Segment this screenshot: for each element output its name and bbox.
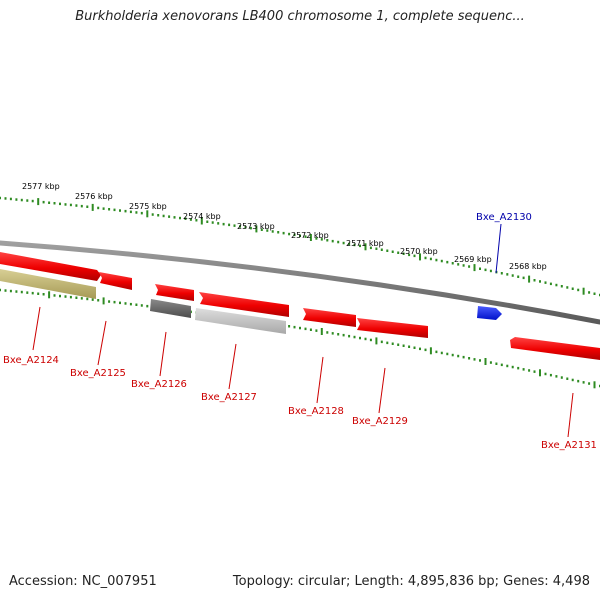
gene-labels: Bxe_A2124 Bxe_A2125 Bxe_A2126 Bxe_A2127 … [3, 212, 597, 451]
ruler-tick-label: 2575 kbp [129, 202, 167, 211]
gene-feature-Bxe_A2128[interactable] [303, 308, 356, 327]
accession-text: Accession: NC_007951 [9, 574, 157, 589]
gene-feature-olive[interactable] [0, 269, 96, 299]
gene-feature-light[interactable] [195, 308, 286, 334]
gene-label[interactable]: Bxe_A2131 [541, 440, 597, 451]
gene-label[interactable]: Bxe_A2125 [70, 368, 126, 379]
ruler-tick-label: 2573 kbp [237, 222, 275, 231]
map-title: Burkholderia xenovorans LB400 chromosome… [75, 9, 525, 24]
ruler-labels: 2577 kbp 2576 kbp 2575 kbp 2574 kbp 2573 kbp… [22, 182, 547, 271]
gene-feature-Bxe_A2130[interactable] [477, 306, 502, 320]
sequence-summary: Topology: circular; Length: 4,895,836 bp… [232, 574, 590, 589]
gene-feature-Bxe_A2131[interactable] [510, 337, 600, 360]
ruler-tick-label: 2569 kbp [454, 255, 492, 264]
gene-label[interactable]: Bxe_A2130 [476, 212, 532, 223]
gene-label[interactable]: Bxe_A2127 [201, 392, 257, 403]
gene-feature-Bxe_A2127[interactable] [199, 292, 289, 317]
chromosome-backbone [0, 240, 600, 325]
gene-feature-dark[interactable] [150, 299, 191, 318]
gene-feature-Bxe_A2125[interactable] [99, 272, 132, 290]
gene-feature-Bxe_A2126[interactable] [155, 284, 194, 301]
gene-feature-Bxe_A2124[interactable] [0, 252, 101, 281]
ruler-tick-label: 2574 kbp [183, 212, 221, 221]
ruler-tick-label: 2577 kbp [22, 182, 60, 191]
ruler-tick-label: 2571 kbp [346, 239, 384, 248]
gene-label[interactable]: Bxe_A2126 [131, 379, 187, 390]
ruler-tick-label: 2572 kbp [291, 231, 329, 240]
gene-label[interactable]: Bxe_A2129 [352, 416, 408, 427]
gene-label[interactable]: Bxe_A2124 [3, 355, 59, 366]
gene-label[interactable]: Bxe_A2128 [288, 406, 344, 417]
ruler-tick-label: 2576 kbp [75, 192, 113, 201]
ruler-tick-label: 2570 kbp [400, 247, 438, 256]
gene-feature-Bxe_A2129[interactable] [357, 318, 428, 338]
ruler-tick-label: 2568 kbp [509, 262, 547, 271]
ruler-ticks-outer [0, 196, 600, 297]
gene-leader-lines [32, 223, 574, 438]
